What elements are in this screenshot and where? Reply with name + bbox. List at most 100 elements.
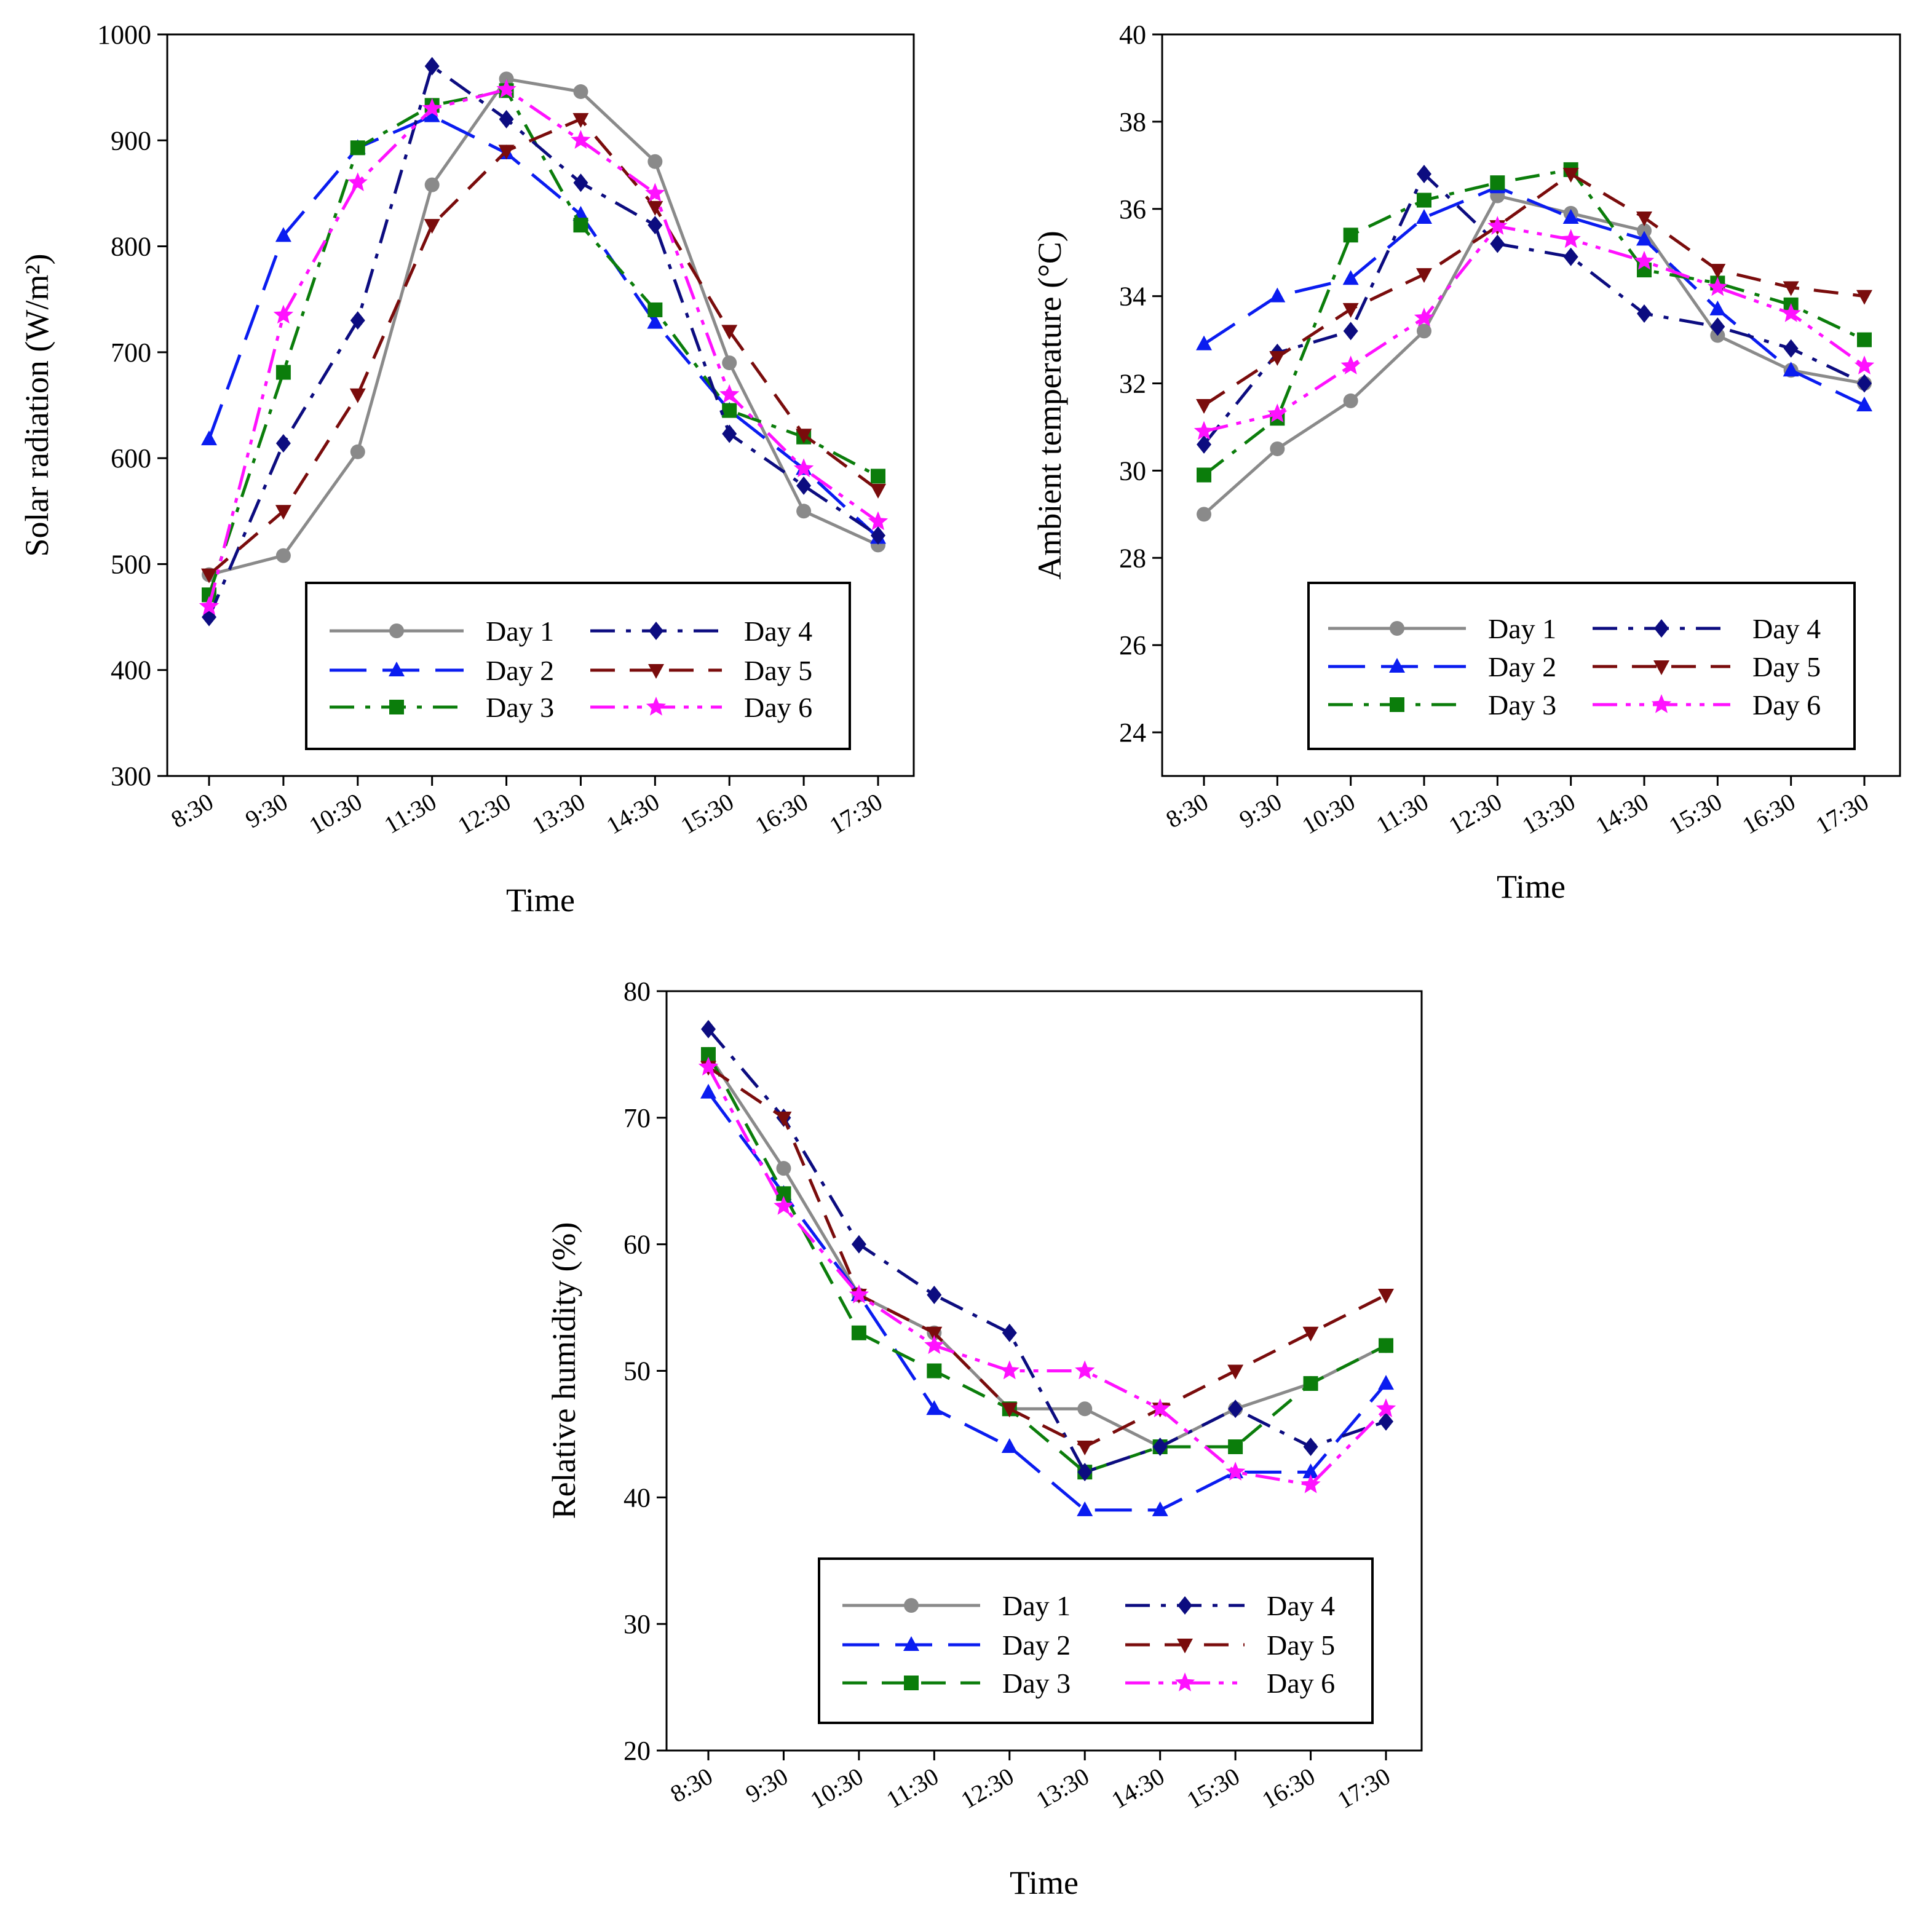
- data-point: [1227, 1364, 1244, 1380]
- x-tick-label: 13:30: [1518, 788, 1580, 840]
- series-line: [1203, 194, 1865, 516]
- x-tick-label: 12:30: [956, 1762, 1018, 1814]
- data-point: [201, 430, 217, 446]
- series-day-2: [1196, 178, 1872, 411]
- data-point: [775, 1111, 792, 1126]
- data-point: [1267, 403, 1288, 422]
- data-point: [796, 429, 812, 444]
- series-line: [707, 1053, 1387, 1449]
- data-point: [1075, 1360, 1095, 1380]
- data-point: [1709, 264, 1726, 279]
- data-point: [1197, 467, 1211, 483]
- legend-label: Day 6: [744, 692, 812, 723]
- data-point: [1270, 441, 1285, 456]
- legend-marker: [1654, 619, 1669, 638]
- data-point: [573, 218, 588, 233]
- legend-label: Day 5: [744, 655, 812, 686]
- data-point: [647, 154, 663, 169]
- legend-label: Day 6: [1267, 1668, 1335, 1699]
- series-line: [1203, 185, 1866, 407]
- data-point: [573, 173, 588, 192]
- data-point: [499, 109, 514, 129]
- data-point: [1077, 1441, 1093, 1455]
- legend-label: Day 2: [486, 655, 554, 686]
- y-tick-label: 32: [1119, 369, 1146, 399]
- data-point: [1562, 168, 1579, 183]
- data-point: [273, 304, 294, 324]
- series-line: [707, 1053, 1387, 1474]
- data-point: [1490, 175, 1505, 191]
- data-point: [1302, 1326, 1319, 1342]
- legend-marker: [648, 664, 664, 679]
- data-point: [422, 98, 442, 117]
- data-point: [1563, 247, 1578, 266]
- x-tick-label: 10:30: [1297, 788, 1360, 840]
- x-tick-label: 11:30: [1371, 788, 1433, 839]
- data-point: [871, 526, 885, 545]
- data-point: [1152, 1501, 1168, 1516]
- data-point: [1197, 435, 1211, 454]
- data-point: [647, 200, 663, 216]
- x-tick-label: 13:30: [528, 788, 590, 840]
- plot-frame: [166, 33, 915, 777]
- data-point: [350, 311, 365, 330]
- y-tick-label: 700: [111, 338, 151, 368]
- data-point: [849, 1284, 869, 1304]
- data-point: [1781, 303, 1801, 322]
- x-tick-label: 10:30: [806, 1762, 868, 1814]
- x-tick-label: 14:30: [1591, 788, 1653, 840]
- x-tick-label: 9:30: [1235, 788, 1286, 834]
- legend: Day 1 Day 2 Day 3 Day 4 Day 5 Day 6: [305, 582, 851, 750]
- data-point: [1562, 208, 1579, 224]
- legend-marker: [903, 1636, 919, 1651]
- data-point: [498, 144, 515, 160]
- data-point: [1150, 1398, 1170, 1417]
- y-tick-label: 1000: [97, 20, 151, 50]
- data-point: [774, 1195, 794, 1215]
- legend-label: Day 1: [1488, 613, 1556, 644]
- data-point: [1001, 1438, 1018, 1453]
- legend-label: Day 5: [1752, 651, 1821, 683]
- data-point: [851, 1235, 866, 1254]
- data-point: [1269, 287, 1286, 303]
- legend-marker: [1389, 658, 1405, 673]
- data-point: [1637, 223, 1652, 239]
- y-tick-label: 20: [624, 1736, 651, 1766]
- x-tick-label: 15:30: [1182, 1762, 1244, 1814]
- legend-label: Day 3: [486, 692, 554, 723]
- data-point: [1490, 234, 1505, 253]
- data-point: [1077, 1501, 1093, 1516]
- x-tick-label: 16:30: [750, 788, 812, 840]
- legend-label: Day 2: [1002, 1629, 1071, 1661]
- series-day-6: [199, 79, 889, 615]
- y-tick-label: 60: [624, 1230, 651, 1260]
- data-point: [868, 511, 889, 531]
- data-point: [1856, 397, 1872, 411]
- data-point: [1228, 1439, 1243, 1454]
- y-tick-label: 30: [624, 1609, 651, 1639]
- data-point: [496, 79, 517, 98]
- data-point: [1077, 1401, 1093, 1417]
- data-point: [700, 1083, 716, 1099]
- x-tick-label: 12:30: [1444, 788, 1506, 840]
- data-point: [1856, 290, 1872, 305]
- x-tick-label: 11:30: [882, 1762, 943, 1814]
- y-tick-label: 500: [111, 549, 151, 579]
- y-tick-label: 300: [111, 761, 151, 791]
- data-point: [1857, 332, 1872, 347]
- y-tick-label: 70: [624, 1103, 651, 1133]
- data-point: [1857, 374, 1872, 393]
- x-axis-label: Time: [1497, 868, 1566, 905]
- legend-marker: [1390, 621, 1404, 636]
- data-point: [1196, 399, 1212, 414]
- data-point: [1376, 1398, 1396, 1417]
- data-point: [1379, 1338, 1393, 1353]
- data-point: [1194, 421, 1214, 440]
- x-tick-label: 13:30: [1031, 1762, 1093, 1814]
- legend-marker: [904, 1598, 919, 1613]
- data-point: [350, 140, 365, 156]
- series-line: [207, 88, 879, 607]
- legend-label: Day 1: [486, 615, 554, 647]
- y-axis-label: Ambient temperature (°C): [1031, 231, 1068, 579]
